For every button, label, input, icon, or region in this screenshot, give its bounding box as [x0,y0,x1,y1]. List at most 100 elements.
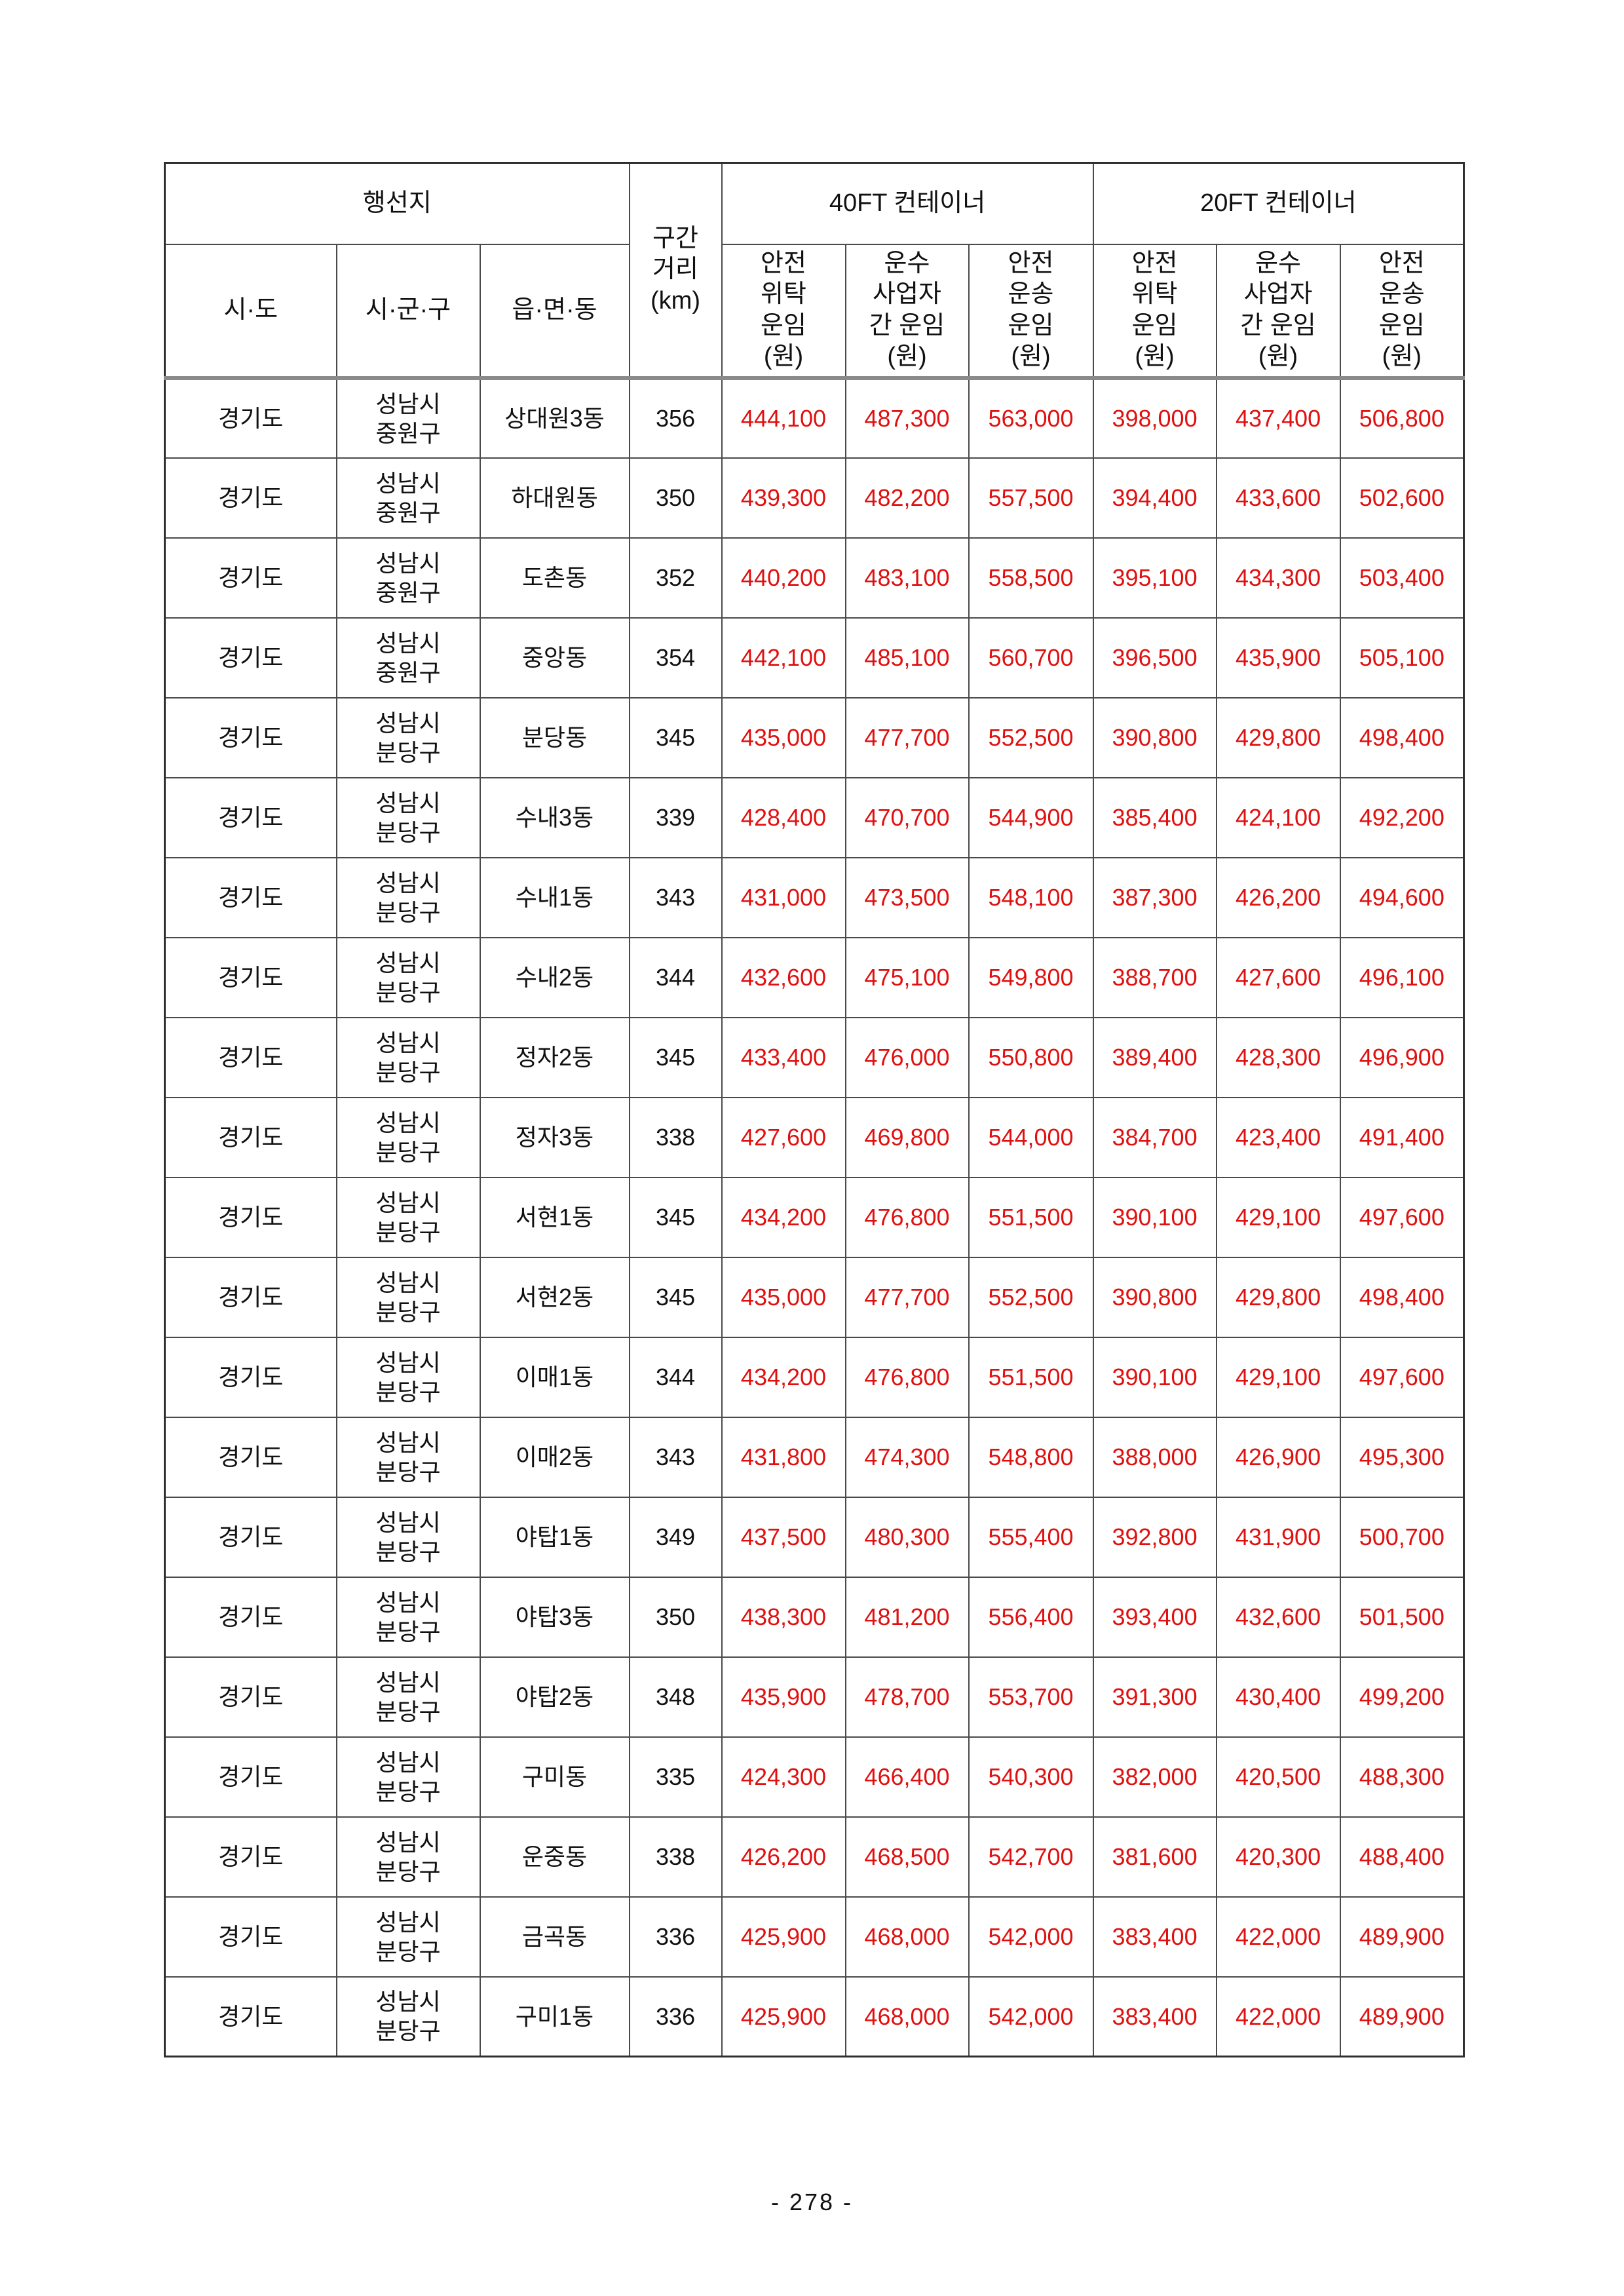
cell-40ft-safe-transport-fare: 542,000 [968,1896,1094,1978]
cell-20ft-carrier-fare: 427,600 [1215,936,1341,1018]
cell-20ft-safe-consign-fare: 398,000 [1092,377,1217,459]
cell-eupmyeondong: 정자3동 [479,1096,630,1178]
cell-eupmyeondong: 야탑1동 [479,1496,630,1578]
header-20ft-container: 20FT 컨테이너 [1092,162,1465,245]
cell-40ft-safe-consign-fare: 431,800 [721,1416,846,1498]
cell-20ft-safe-transport-fare: 489,900 [1339,1976,1465,2057]
cell-distance-km: 345 [628,697,723,778]
cell-eupmyeondong: 구미1동 [479,1976,630,2057]
cell-sido: 경기도 [164,1096,337,1178]
cell-20ft-carrier-fare: 429,800 [1215,1256,1341,1338]
cell-sido: 경기도 [164,1576,337,1658]
cell-20ft-safe-transport-fare: 498,400 [1339,1256,1465,1338]
cell-distance-km: 339 [628,776,723,858]
table-row: 경기도 성남시 분당구 정자2동 345 433,400 476,000 550,800 38… [164,1016,1465,1098]
cell-40ft-carrier-fare: 468,000 [844,1896,970,1978]
cell-40ft-carrier-fare: 481,200 [844,1576,970,1658]
cell-20ft-carrier-fare: 437,400 [1215,377,1341,459]
cell-sigungu: 성남시 분당구 [335,1336,481,1418]
cell-40ft-safe-transport-fare: 552,500 [968,1256,1094,1338]
header-eupmyeondong: 읍·면·동 [479,243,630,379]
cell-sido: 경기도 [164,1336,337,1418]
cell-20ft-safe-transport-fare: 503,400 [1339,537,1465,619]
header-40ft-carrier-fare: 운수 사업자 간 운임 (원) [844,243,970,379]
header-destination: 행선지 [164,162,630,245]
cell-distance-km: 349 [628,1496,723,1578]
header-sido: 시·도 [164,243,337,379]
cell-40ft-safe-consign-fare: 424,300 [721,1736,846,1818]
cell-20ft-safe-transport-fare: 499,200 [1339,1656,1465,1738]
cell-eupmyeondong: 수내3동 [479,776,630,858]
cell-40ft-safe-transport-fare: 558,500 [968,537,1094,619]
cell-40ft-carrier-fare: 485,100 [844,617,970,698]
cell-distance-km: 343 [628,1416,723,1498]
cell-20ft-safe-consign-fare: 392,800 [1092,1496,1217,1578]
cell-eupmyeondong: 분당동 [479,697,630,778]
cell-distance-km: 344 [628,1336,723,1418]
cell-20ft-safe-consign-fare: 383,400 [1092,1976,1217,2057]
cell-distance-km: 348 [628,1656,723,1738]
table-row: 경기도 성남시 분당구 이매2동 343 431,800 474,300 548,800 38… [164,1416,1465,1498]
header-40ft-safe-transport-fare: 안전 운송 운임 (원) [968,243,1094,379]
cell-eupmyeondong: 수내2동 [479,936,630,1018]
cell-distance-km: 338 [628,1816,723,1898]
table-row: 경기도 성남시 분당구 분당동 345 435,000 477,700 552,500 390… [164,697,1465,778]
cell-40ft-carrier-fare: 477,700 [844,697,970,778]
table-row: 경기도 성남시 분당구 구미동 335 424,300 466,400 540,300 382… [164,1736,1465,1818]
cell-sido: 경기도 [164,1416,337,1498]
cell-eupmyeondong: 도촌동 [479,537,630,619]
cell-sigungu: 성남시 분당구 [335,856,481,938]
cell-sido: 경기도 [164,1656,337,1738]
cell-20ft-carrier-fare: 426,900 [1215,1416,1341,1498]
cell-20ft-safe-transport-fare: 502,600 [1339,457,1465,539]
cell-20ft-safe-consign-fare: 390,800 [1092,697,1217,778]
cell-40ft-safe-consign-fare: 437,500 [721,1496,846,1578]
header-sigungu: 시·군·구 [335,243,481,379]
cell-sigungu: 성남시 분당구 [335,1896,481,1978]
cell-40ft-safe-consign-fare: 435,000 [721,1256,846,1338]
cell-sido: 경기도 [164,1976,337,2057]
cell-sigungu: 성남시 분당구 [335,1976,481,2057]
header-distance-km: 구간 거리 (km) [628,162,723,379]
cell-20ft-safe-consign-fare: 394,400 [1092,457,1217,539]
cell-40ft-safe-consign-fare: 440,200 [721,537,846,619]
cell-40ft-carrier-fare: 476,000 [844,1016,970,1098]
table-row: 경기도 성남시 분당구 이매1동 344 434,200 476,800 551,500 39… [164,1336,1465,1418]
cell-40ft-safe-transport-fare: 560,700 [968,617,1094,698]
cell-20ft-safe-consign-fare: 396,500 [1092,617,1217,698]
cell-20ft-carrier-fare: 429,100 [1215,1336,1341,1418]
cell-eupmyeondong: 수내1동 [479,856,630,938]
cell-sigungu: 성남시 중원구 [335,617,481,698]
table-row: 경기도 성남시 중원구 중앙동 354 442,100 485,100 560,700 396… [164,617,1465,698]
cell-eupmyeondong: 금곡동 [479,1896,630,1978]
cell-eupmyeondong: 중앙동 [479,617,630,698]
cell-40ft-carrier-fare: 473,500 [844,856,970,938]
table-header: 행선지 구간 거리 (km) 40FT 컨테이너 20FT 컨테이너 시·도 시… [164,162,1465,379]
cell-40ft-safe-transport-fare: 548,100 [968,856,1094,938]
cell-20ft-safe-transport-fare: 496,100 [1339,936,1465,1018]
cell-sigungu: 성남시 분당구 [335,1256,481,1338]
cell-sido: 경기도 [164,1816,337,1898]
table-row: 경기도 성남시 분당구 수내3동 339 428,400 470,700 544,900 38… [164,776,1465,858]
cell-sido: 경기도 [164,617,337,698]
cell-40ft-carrier-fare: 468,000 [844,1976,970,2057]
cell-40ft-safe-transport-fare: 542,000 [968,1976,1094,2057]
cell-40ft-safe-consign-fare: 434,200 [721,1336,846,1418]
cell-20ft-carrier-fare: 422,000 [1215,1896,1341,1978]
cell-20ft-safe-transport-fare: 488,300 [1339,1736,1465,1818]
cell-40ft-carrier-fare: 487,300 [844,377,970,459]
cell-40ft-safe-transport-fare: 552,500 [968,697,1094,778]
cell-20ft-carrier-fare: 420,300 [1215,1816,1341,1898]
cell-sigungu: 성남시 분당구 [335,1736,481,1818]
cell-20ft-safe-transport-fare: 506,800 [1339,377,1465,459]
cell-20ft-carrier-fare: 435,900 [1215,617,1341,698]
cell-sido: 경기도 [164,697,337,778]
cell-20ft-safe-transport-fare: 491,400 [1339,1096,1465,1178]
table-row: 경기도 성남시 분당구 수내2동 344 432,600 475,100 549,800 38… [164,936,1465,1018]
cell-sido: 경기도 [164,936,337,1018]
cell-eupmyeondong: 이매1동 [479,1336,630,1418]
cell-20ft-carrier-fare: 433,600 [1215,457,1341,539]
cell-sigungu: 성남시 분당구 [335,1496,481,1578]
header-20ft-safe-consign-fare: 안전 위탁 운임 (원) [1092,243,1217,379]
cell-sigungu: 성남시 분당구 [335,776,481,858]
